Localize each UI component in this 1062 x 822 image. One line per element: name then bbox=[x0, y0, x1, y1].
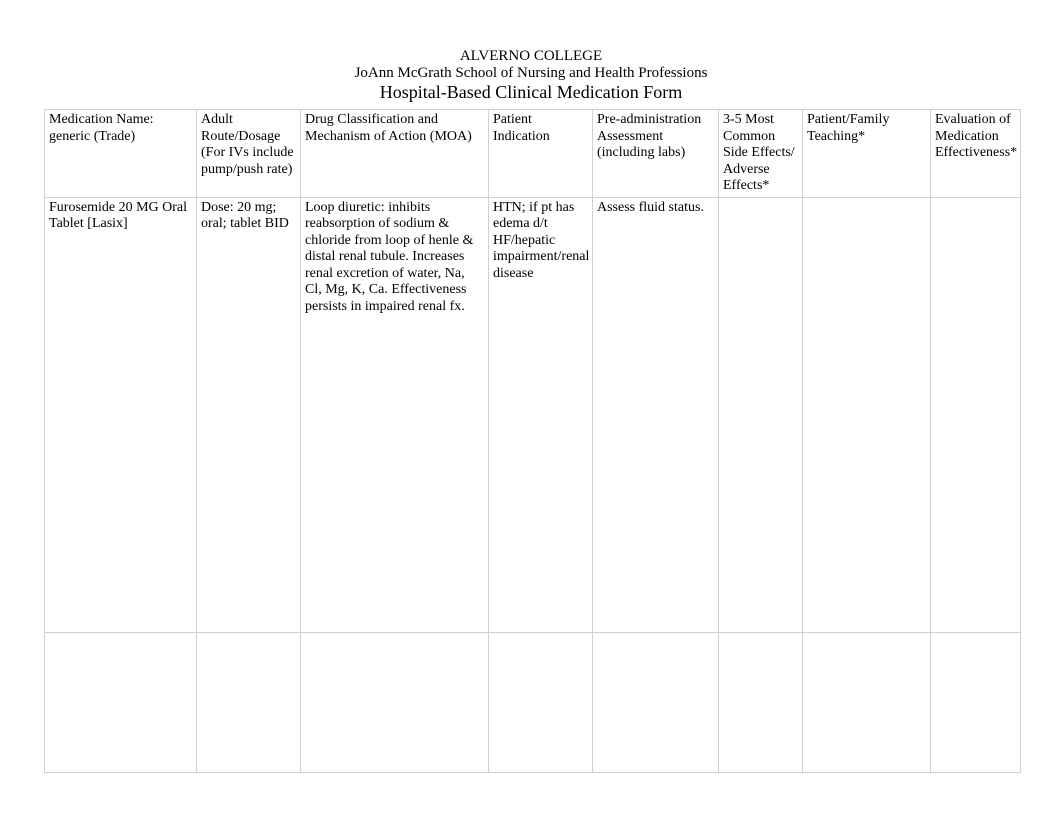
cell-medication-name: Furosemide 20 MG Oral Tablet [Lasix] bbox=[45, 197, 197, 632]
col-classification-moa: Drug Classification and Mechanism of Act… bbox=[301, 110, 489, 198]
col-side-effects: 3-5 Most Common Side Effects/ Adverse Ef… bbox=[719, 110, 803, 198]
cell-evaluation bbox=[931, 632, 1021, 772]
cell-classification-moa bbox=[301, 632, 489, 772]
cell-side-effects bbox=[719, 197, 803, 632]
cell-route-dosage: Dose: 20 mg; oral; tablet BID bbox=[197, 197, 301, 632]
table-row bbox=[45, 632, 1021, 772]
table-row: Furosemide 20 MG Oral Tablet [Lasix] Dos… bbox=[45, 197, 1021, 632]
institution-name: ALVERNO COLLEGE bbox=[44, 48, 1018, 65]
cell-teaching bbox=[803, 632, 931, 772]
cell-side-effects bbox=[719, 632, 803, 772]
cell-preadmin-assessment bbox=[593, 632, 719, 772]
cell-classification-moa: Loop diuretic: inhibits reabsorption of … bbox=[301, 197, 489, 632]
document-header: ALVERNO COLLEGE JoAnn McGrath School of … bbox=[44, 48, 1018, 103]
cell-preadmin-assessment: Assess fluid status. bbox=[593, 197, 719, 632]
col-route-dosage: Adult Route/Dosage (For IVs include pump… bbox=[197, 110, 301, 198]
cell-teaching bbox=[803, 197, 931, 632]
form-title: Hospital-Based Clinical Medication Form bbox=[44, 82, 1018, 103]
col-medication-name: Medication Name: generic (Trade) bbox=[45, 110, 197, 198]
cell-evaluation bbox=[931, 197, 1021, 632]
cell-patient-indication: HTN; if pt has edema d/t HF/hepatic impa… bbox=[489, 197, 593, 632]
school-name: JoAnn McGrath School of Nursing and Heal… bbox=[44, 65, 1018, 82]
col-patient-indication: Patient Indication bbox=[489, 110, 593, 198]
col-evaluation: Evaluation of Medication Effectiveness* bbox=[931, 110, 1021, 198]
cell-patient-indication bbox=[489, 632, 593, 772]
table-header-row: Medication Name: generic (Trade) Adult R… bbox=[45, 110, 1021, 198]
medication-table-container: Medication Name: generic (Trade) Adult R… bbox=[44, 109, 1018, 773]
cell-route-dosage bbox=[197, 632, 301, 772]
cell-medication-name bbox=[45, 632, 197, 772]
col-teaching: Patient/Family Teaching* bbox=[803, 110, 931, 198]
medication-table: Medication Name: generic (Trade) Adult R… bbox=[44, 109, 1021, 773]
col-preadmin-assessment: Pre-administration Assessment (including… bbox=[593, 110, 719, 198]
